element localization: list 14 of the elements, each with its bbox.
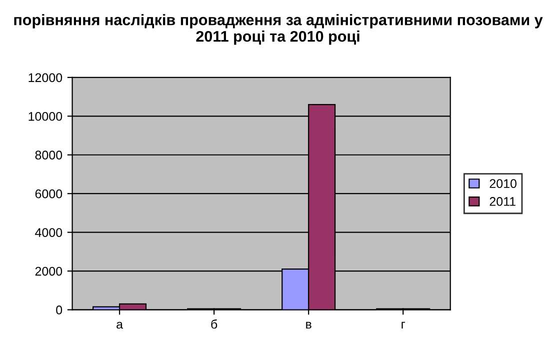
chart-title: порівняння наслідків провадження за адміністративними позовами у 2011 році та 2010 році [14, 14, 543, 45]
x-tick-label: а [116, 322, 124, 329]
x-tick-label: г [402, 322, 406, 329]
y-tick-label: 12000 [28, 73, 62, 82]
y-tick-label: 6000 [35, 189, 62, 198]
y-tick-label: 4000 [35, 228, 62, 237]
y-tick-label: 10000 [28, 112, 62, 121]
x-tick-label: б [211, 319, 218, 329]
y-tick-label: 0 [56, 306, 62, 314]
legend-label: 2010 [490, 179, 516, 188]
y-tick-label: 2000 [35, 266, 62, 276]
legend-label: 2011 [490, 197, 516, 206]
y-tick-label: 8000 [35, 150, 62, 160]
x-tick-label: в [306, 322, 312, 329]
